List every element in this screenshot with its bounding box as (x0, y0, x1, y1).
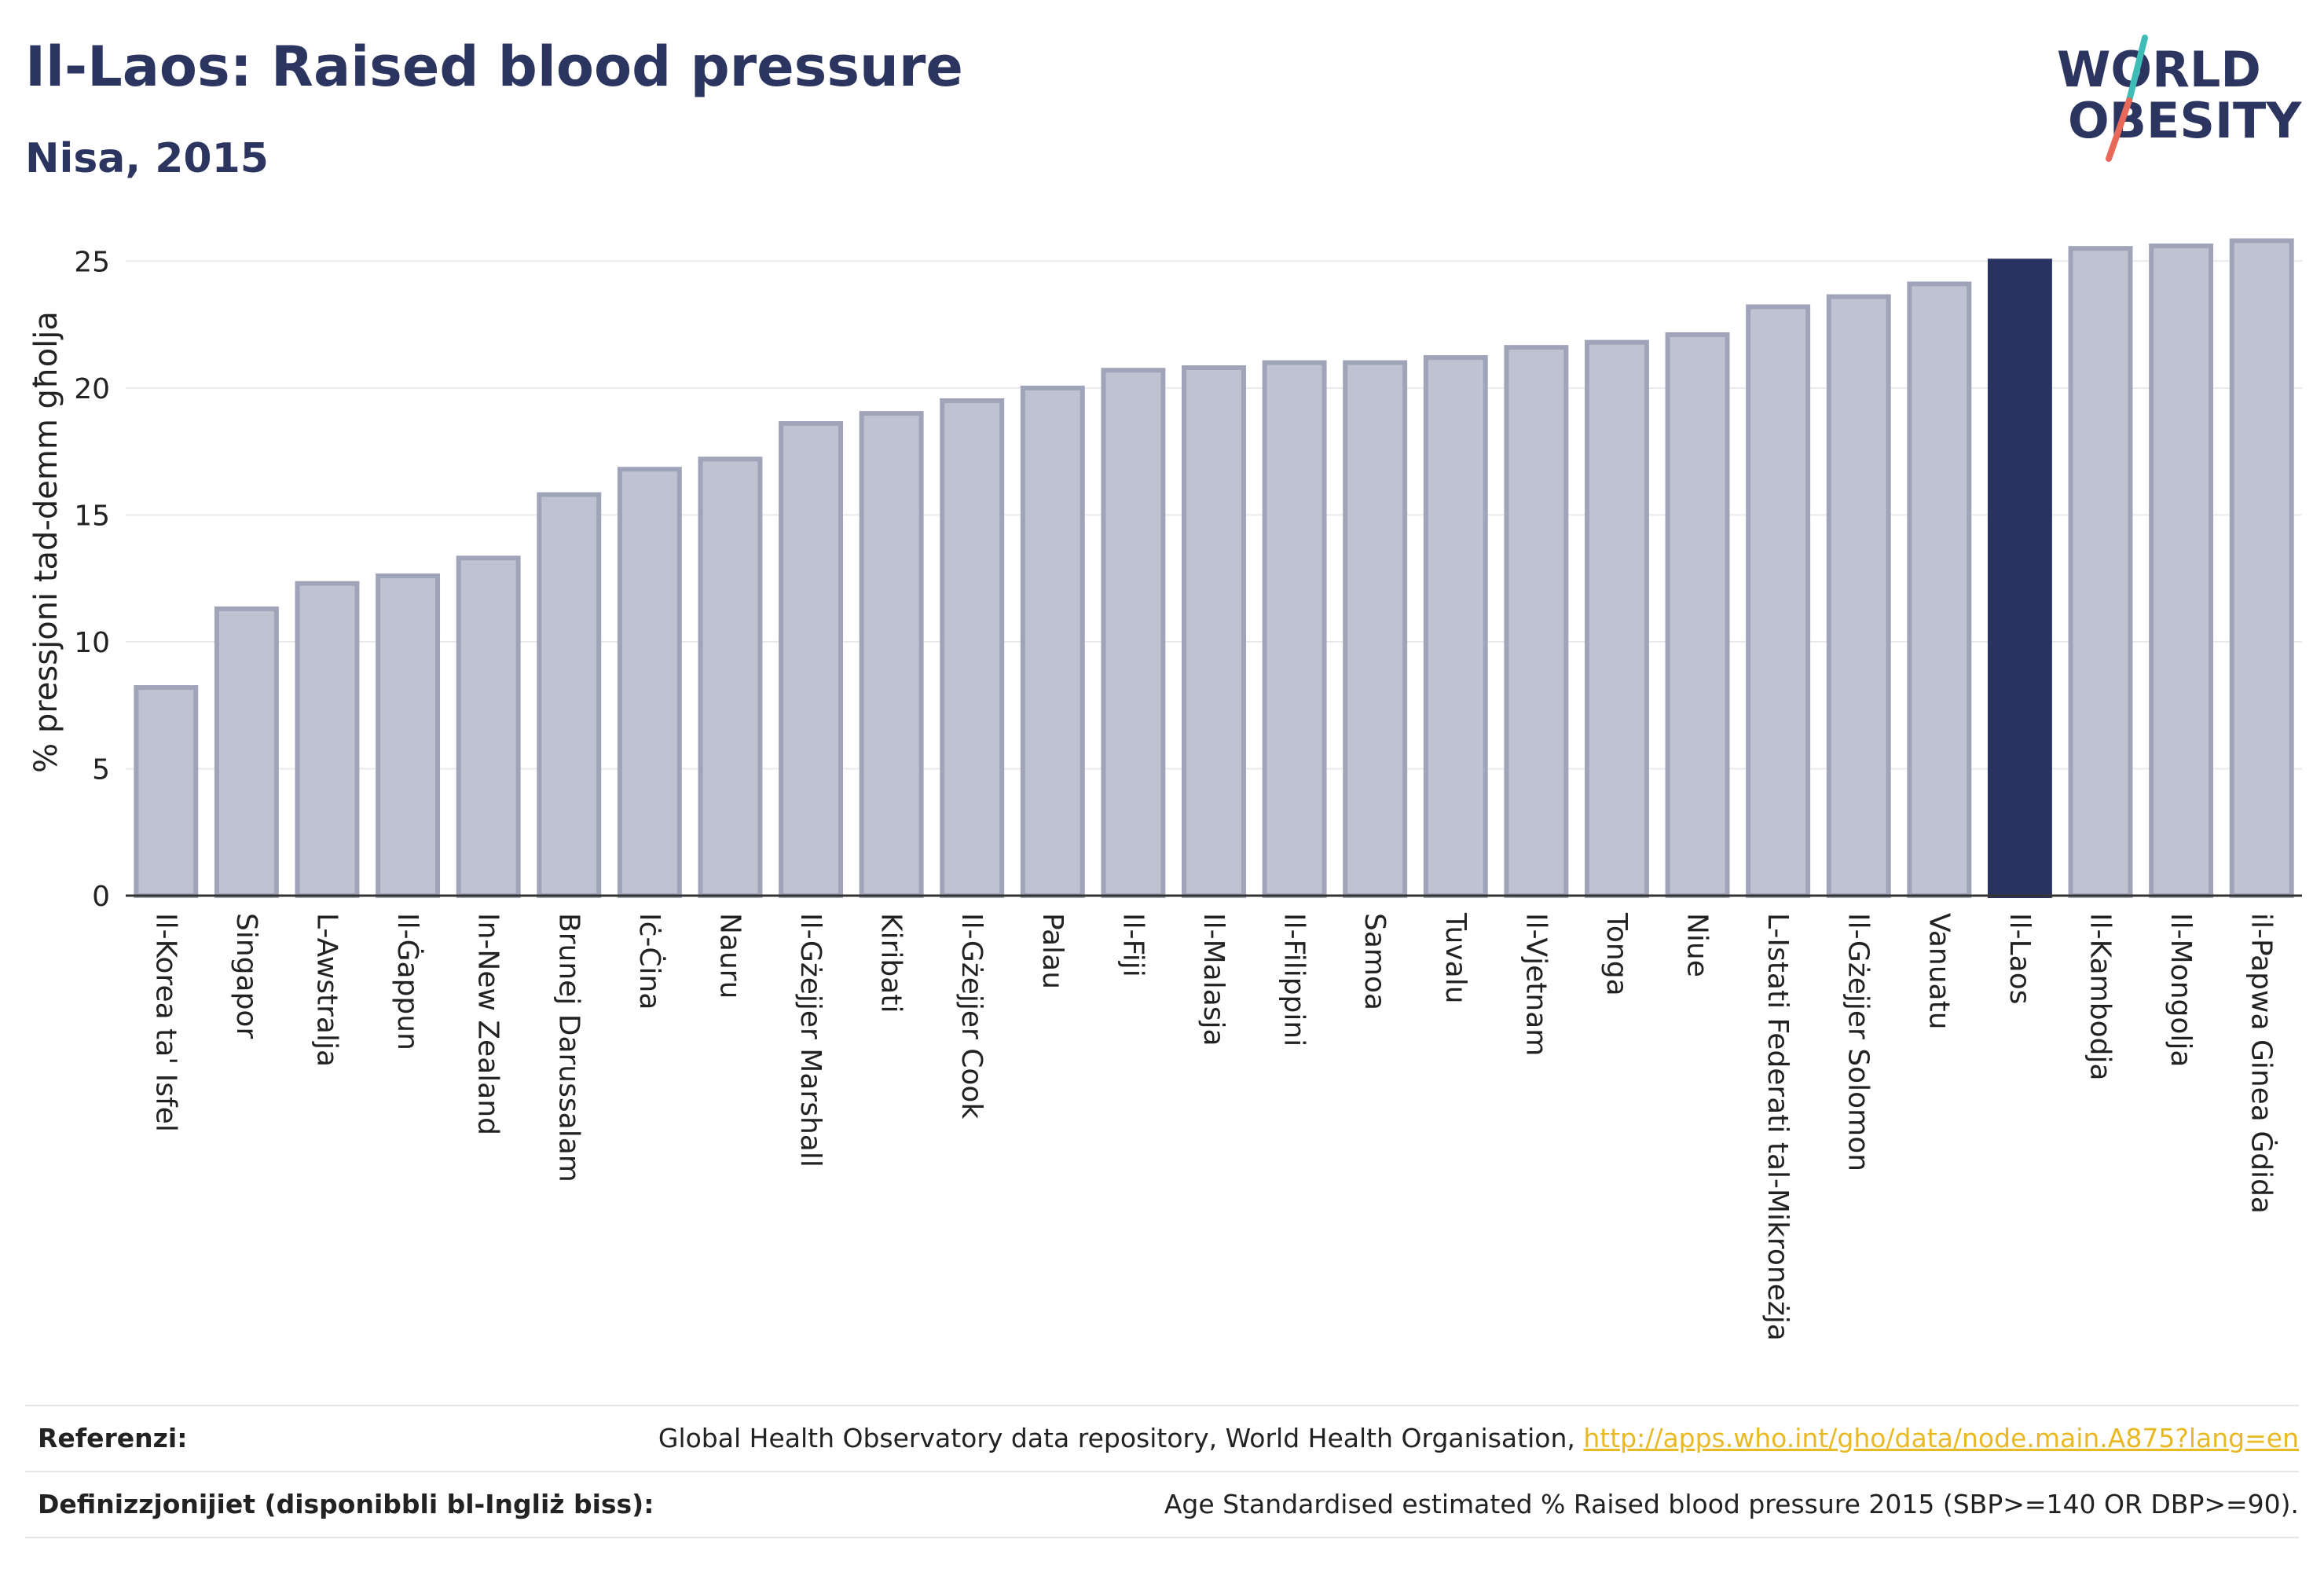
x-category-label: Palau (1036, 913, 1069, 989)
x-category-label: Il-Laos (2003, 913, 2036, 1005)
bar (1020, 385, 1085, 899)
bar (1182, 365, 1246, 898)
x-category-label: il-Papwa Ginea Ġdida (2245, 913, 2278, 1214)
x-category-label: In-New Zealand (472, 913, 504, 1135)
bar (1343, 360, 1408, 898)
bar (214, 606, 279, 899)
world-obesity-logo: WORLD OBESITY (2057, 35, 2302, 162)
x-category-label: L-Istati Federati tal-Mikroneżja (1761, 913, 1794, 1341)
x-category-label: Il-Kambodja (2084, 913, 2117, 1081)
page-subtitle: Nisa, 2015 (25, 135, 269, 182)
x-category-label: Niue (1681, 913, 1714, 977)
x-category-label: Tuvalu (1439, 912, 1472, 1004)
x-category-label: Singapor (230, 913, 262, 1039)
references-label: Referenzi: (38, 1422, 188, 1453)
bar-highlight (1987, 258, 2052, 898)
x-category-label: Il-Gżejjer Cook (955, 913, 988, 1119)
footer-definitions-row: Definizzjonijiet (disponibbli bl-Ingliż … (25, 1472, 2299, 1535)
footer-references-row: Referenzi: Global Health Observatory dat… (25, 1406, 2299, 1469)
x-category-label: Il-Malasja (1197, 913, 1230, 1046)
bar (456, 555, 521, 898)
bar (1504, 345, 1569, 898)
x-category-label: Iċ-Ċina (633, 913, 666, 1010)
category-labels: Il-Korea ta' Isfel Singapor L-Awstralja Il-… (149, 912, 2278, 1341)
bar (779, 421, 843, 898)
bar (295, 581, 360, 898)
y-tick-label: 0 (92, 881, 110, 913)
x-category-label: Il-Korea ta' Isfel (149, 913, 181, 1132)
bar (1907, 281, 1972, 898)
bar (1585, 339, 1649, 898)
bar (2068, 246, 2133, 898)
bar (1101, 368, 1166, 898)
references-link[interactable]: http://apps.who.int/gho/data/node.main.A… (1583, 1422, 2299, 1453)
references-value: Global Health Observatory data repositor… (658, 1423, 2299, 1453)
x-category-label: Il-Vjetnam (1519, 913, 1552, 1056)
logo-slash-bottom (2106, 97, 2132, 162)
bar (537, 492, 602, 898)
x-category-label: Vanuatu (1923, 913, 1955, 1030)
x-category-label: Il-Filippini (1278, 913, 1310, 1046)
y-tick-label: 15 (74, 500, 110, 532)
y-tick-labels: 0 5 10 15 20 25 (74, 246, 110, 913)
x-category-label: L-Awstralja (310, 913, 343, 1067)
y-tick-label: 10 (74, 627, 110, 659)
bar (1826, 294, 1891, 898)
bar (2149, 243, 2214, 898)
y-tick-label: 5 (92, 753, 110, 786)
y-tick-label: 25 (74, 246, 110, 278)
footer-divider-bottom (25, 1537, 2299, 1538)
x-category-label: Samoa (1358, 913, 1391, 1010)
logo-slash-top (2126, 35, 2148, 104)
bar (1262, 360, 1327, 898)
references-text: Global Health Observatory data repositor… (658, 1422, 1584, 1453)
bar (2229, 238, 2294, 898)
page-title: Il-Laos: Raised blood pressure (25, 35, 963, 99)
bar (617, 467, 682, 898)
bar (1423, 355, 1488, 899)
x-category-label: Kiribati (875, 913, 907, 1013)
x-category-label: Nauru (713, 913, 746, 999)
x-category-label: Brunej Darussalam (552, 913, 585, 1182)
bar (1665, 332, 1730, 898)
y-tick-label: 20 (74, 373, 110, 405)
footer: Referenzi: Global Health Observatory dat… (25, 1405, 2299, 1538)
x-category-label: Tonga (1600, 912, 1633, 996)
bar (698, 456, 763, 898)
logo-line1: WORLD (2057, 41, 2261, 98)
definitions-label: Definizzjonijiet (disponibbli bl-Ingliż … (38, 1488, 654, 1519)
bar (376, 573, 441, 899)
x-category-label: Il-Fiji (1116, 913, 1149, 977)
bar-chart: 0 5 10 15 20 25 Il-Korea ta' Isfel Singapor L-A… (28, 238, 2302, 1341)
x-category-label: Il-Gżejjer Marshall (794, 913, 827, 1167)
definitions-value: Age Standardised estimated % Raised bloo… (1164, 1488, 2299, 1519)
bar (940, 398, 1005, 898)
logo-line2: OBESITY (2068, 92, 2302, 149)
x-category-label: Il-Gżejjer Solomon (1842, 913, 1875, 1171)
bar (134, 685, 199, 898)
bar (859, 411, 924, 898)
bar (1746, 304, 1811, 898)
x-category-label: Il-Ġappun (391, 913, 424, 1050)
footer-divider-top (25, 1405, 2299, 1406)
y-axis-label: % pressjoni tad-demm għolja (28, 311, 64, 773)
footer-divider-middle (25, 1471, 2299, 1472)
bars (134, 238, 2294, 899)
x-category-label: Il-Mongolja (2165, 913, 2197, 1067)
